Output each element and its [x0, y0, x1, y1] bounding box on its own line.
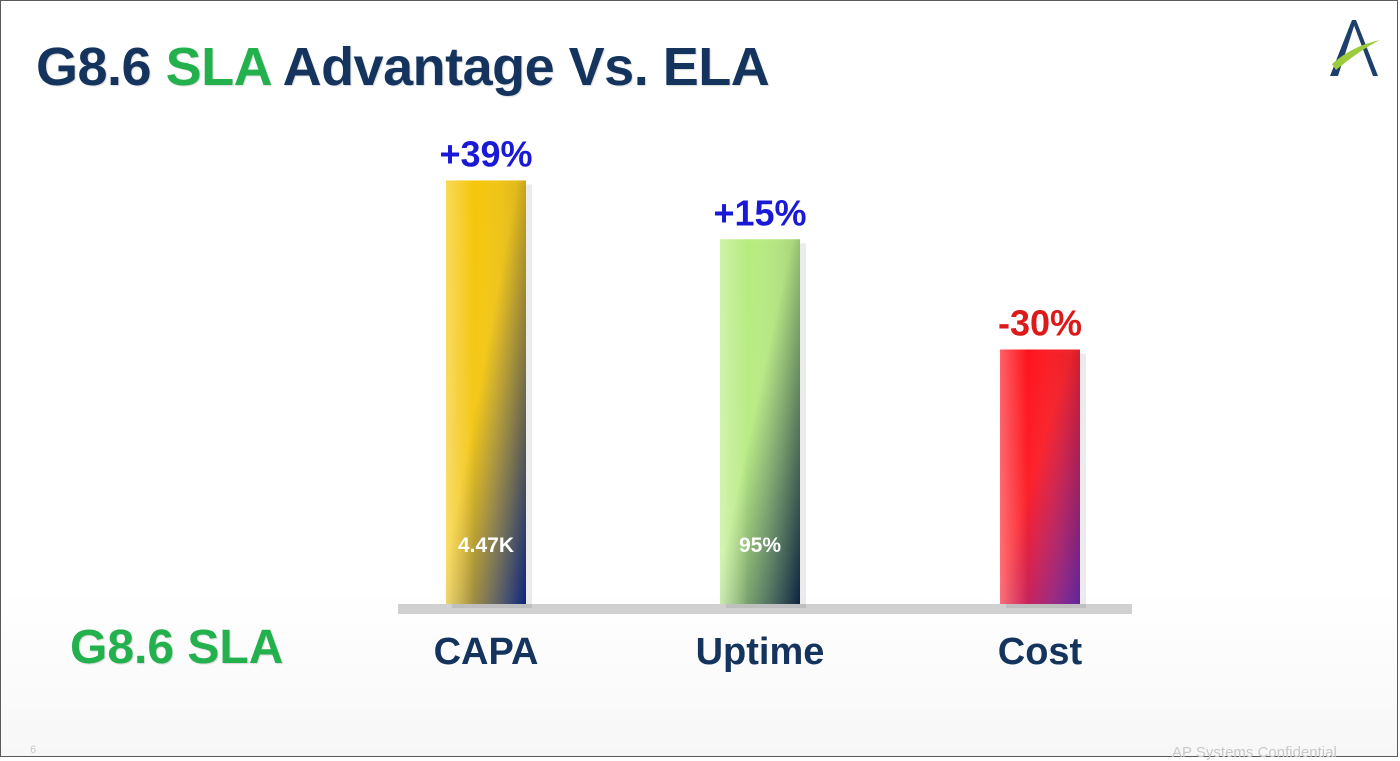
title-part: Advantage Vs. ELA: [270, 37, 770, 97]
company-logo-icon: [1330, 20, 1380, 76]
title-part: SLA: [165, 37, 271, 97]
page-number: 6: [30, 744, 37, 756]
bar-gloss: [446, 180, 526, 604]
bar-inner-label: 4.47K: [458, 534, 514, 557]
category-label: Cost: [998, 631, 1083, 673]
data-label: -30%: [998, 303, 1082, 344]
slide-title: G8.6 SLA Advantage Vs. ELA: [36, 37, 770, 97]
title-part: G8.6: [36, 37, 166, 97]
bar-gloss: [1000, 349, 1080, 604]
bar-inner-label: 95%: [739, 534, 781, 557]
confidential-footer: AP Systems Confidential: [1172, 744, 1337, 761]
x-axis-baseline: [398, 604, 1132, 614]
data-label: +39%: [439, 133, 532, 174]
series-label: G8.6 SLA: [70, 621, 284, 674]
data-label: +15%: [713, 192, 806, 233]
category-label: CAPA: [434, 631, 539, 673]
bar-gloss: [720, 239, 800, 604]
category-label: Uptime: [696, 631, 825, 673]
